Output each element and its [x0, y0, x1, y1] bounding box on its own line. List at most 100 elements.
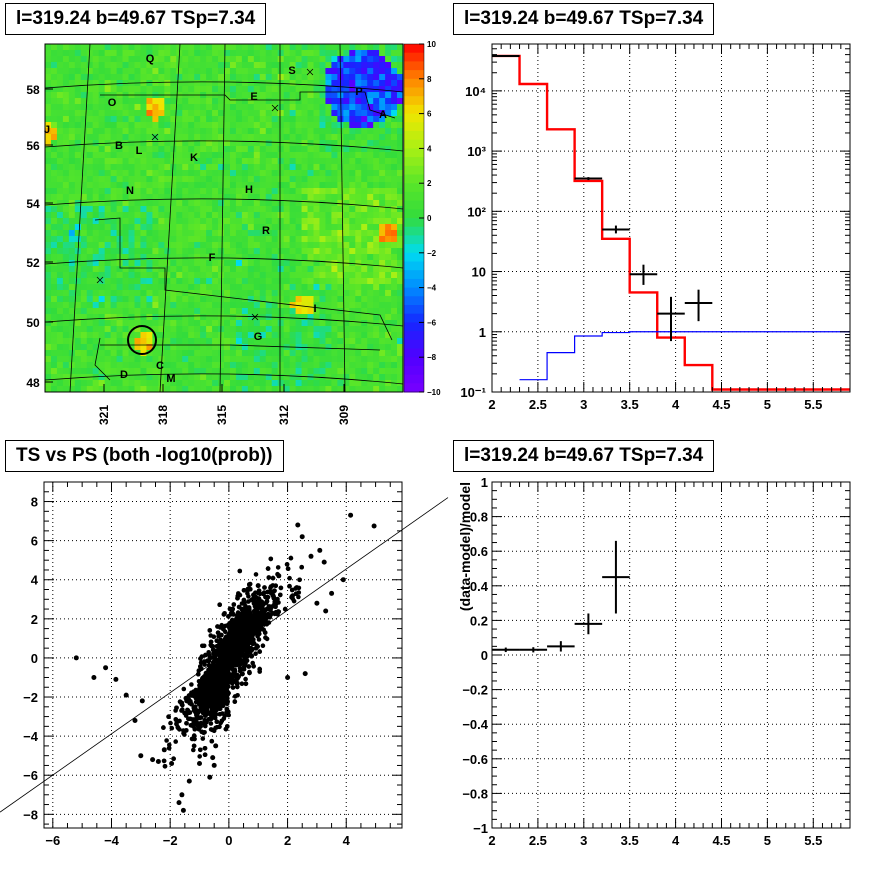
heatmap-cell: [212, 128, 219, 135]
heatmap-cell: [224, 56, 231, 63]
heatmap-cell: [331, 194, 338, 201]
heatmap-cell: [176, 128, 183, 135]
heatmap-cell: [56, 182, 64, 189]
heatmap-cell: [110, 296, 117, 303]
heatmap-cell: [62, 164, 70, 171]
heatmap-cell: [397, 68, 404, 75]
heatmap-cell: [62, 188, 70, 195]
heatmap-cell: [325, 92, 332, 99]
heatmap-cell: [176, 266, 183, 273]
heatmap-cell: [343, 278, 350, 285]
heatmap-cell: [397, 170, 404, 177]
heatmap-cell: [45, 206, 52, 213]
heatmap-cell: [373, 260, 380, 267]
heatmap-cell: [307, 122, 314, 129]
heatmap-cell: [74, 116, 82, 123]
heatmap-cell: [188, 260, 195, 267]
heatmap-cell: [68, 56, 76, 63]
heatmap-cell: [337, 128, 344, 135]
heatmap-cell: [361, 98, 368, 105]
heatmap-cell: [247, 92, 255, 99]
heatmap-cell: [391, 50, 398, 57]
heatmap-cell: [122, 308, 129, 315]
heatmap-cell: [241, 134, 249, 141]
heatmap-cell: [50, 248, 58, 255]
heatmap-cell: [140, 260, 147, 267]
scatter-point: [243, 676, 248, 682]
heatmap-cell: [313, 218, 320, 225]
heatmap-cell: [182, 386, 189, 393]
heatmap-cell: [176, 368, 183, 375]
heatmap-cell: [176, 86, 183, 93]
heatmap-cell: [265, 200, 273, 207]
heatmap-cell: [241, 86, 249, 93]
heatmap-cell: [206, 314, 213, 321]
heatmap-cell: [289, 128, 296, 135]
heatmap-cell: [212, 242, 219, 249]
heatmap-cell: [92, 164, 100, 171]
heatmap-cell: [301, 116, 308, 123]
heatmap-cell: [319, 44, 326, 51]
heatmap-cell: [122, 56, 129, 63]
heatmap-cell: [170, 278, 177, 285]
heatmap-cell: [194, 332, 201, 339]
heatmap-cell: [253, 176, 261, 183]
heatmap-cell: [110, 158, 117, 165]
heatmap-cell: [355, 218, 362, 225]
heatmap-cell: [235, 218, 243, 225]
heatmap-cell: [164, 230, 171, 237]
heatmap-cell: [271, 158, 279, 165]
heatmap-cell: [325, 344, 332, 351]
heatmap-cell: [68, 122, 76, 129]
heatmap-cell: [98, 272, 106, 279]
heatmap-cell: [379, 74, 386, 81]
heatmap-cell: [146, 68, 153, 75]
heatmap-cell: [50, 194, 58, 201]
heatmap-cell: [200, 224, 207, 231]
heatmap-cell: [68, 386, 76, 393]
heatmap-cell: [86, 50, 94, 57]
heatmap-cell: [229, 314, 237, 321]
heatmap-cell: [283, 338, 291, 345]
heatmap-cell: [116, 194, 123, 201]
heatmap-cell: [68, 146, 76, 153]
heatmap-cell: [349, 50, 356, 57]
heatmap-cell: [391, 44, 398, 51]
heatmap-cell: [80, 284, 88, 291]
heatmap-cell: [265, 50, 273, 57]
heatmap-cell: [224, 362, 231, 369]
heatmap-cell: [122, 62, 129, 69]
heatmap-cell: [337, 290, 344, 297]
heatmap-cell: [146, 194, 153, 201]
heatmap-cell: [343, 170, 350, 177]
heatmap-cell: [277, 116, 285, 123]
heatmap-cell: [176, 362, 183, 369]
heatmap-cell: [218, 68, 225, 75]
heatmap-cell: [224, 242, 231, 249]
heatmap-cell: [343, 92, 350, 99]
heatmap-cell: [391, 230, 398, 237]
heatmap-cell: [45, 128, 52, 135]
heatmap-cell: [68, 224, 76, 231]
heatmap-cell: [116, 338, 123, 345]
heatmap-cell: [397, 80, 404, 87]
heatmap-cell: [98, 86, 106, 93]
heatmap-cell: [313, 200, 320, 207]
heatmap-cell: [152, 356, 159, 363]
heatmap-cell: [379, 56, 386, 63]
heatmap-cell: [74, 188, 82, 195]
heatmap-cell: [212, 308, 219, 315]
colorbar-band: [404, 305, 424, 315]
heatmap-cell: [373, 284, 380, 291]
heatmap-cell: [164, 386, 171, 393]
heatmap-cell: [313, 44, 320, 51]
heatmap-cell: [218, 248, 225, 255]
latitude-line: [44, 198, 404, 210]
heatmap-cell: [289, 188, 296, 195]
heatmap-cell: [301, 326, 308, 333]
heatmap-cell: [229, 260, 237, 267]
heatmap-cell: [182, 272, 189, 279]
heatmap-cell: [224, 248, 231, 255]
heatmap-cell: [45, 164, 52, 171]
heatmap-cell: [235, 290, 243, 297]
